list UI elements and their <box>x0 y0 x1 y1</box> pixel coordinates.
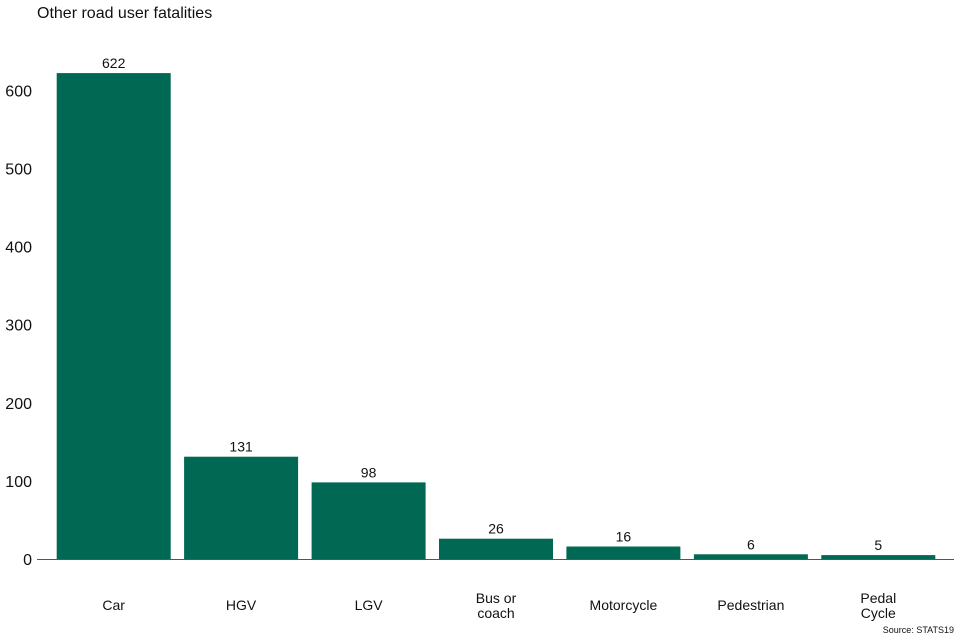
y-tick-label: 0 <box>23 552 32 569</box>
y-tick-label: 500 <box>5 161 32 178</box>
x-tick-label: Car <box>102 597 125 613</box>
bar <box>56 73 171 559</box>
bar <box>566 546 681 559</box>
y-axis: 0 100 200 300 400 500 600 <box>5 83 32 569</box>
data-label: 622 <box>102 55 126 71</box>
data-label: 5 <box>874 537 882 553</box>
data-label: 131 <box>229 439 253 455</box>
bar <box>439 538 553 559</box>
data-label: 26 <box>488 521 504 537</box>
y-tick-label: 600 <box>5 83 32 100</box>
data-labels: 622 131 98 26 16 6 5 <box>102 55 882 553</box>
data-label: 6 <box>747 536 755 552</box>
bar <box>821 555 936 559</box>
y-tick-label: 400 <box>5 240 32 257</box>
x-tick-label: Cycle <box>861 605 896 621</box>
bar <box>311 482 426 559</box>
x-tick-label: Pedal <box>860 590 896 606</box>
bars <box>56 73 936 559</box>
y-tick-label: 100 <box>5 474 32 491</box>
data-label: 16 <box>616 529 632 545</box>
x-tick-label: HGV <box>226 597 257 613</box>
x-tick-label: Bus or <box>476 590 517 606</box>
source-note: Source: STATS19 <box>883 625 954 635</box>
x-tick-label: Motorcycle <box>590 597 658 613</box>
data-label: 98 <box>361 464 377 480</box>
x-tick-label: LGV <box>355 597 384 613</box>
y-tick-label: 200 <box>5 396 32 413</box>
chart-title: Other road user fatalities <box>37 5 212 22</box>
y-tick-label: 300 <box>5 318 32 335</box>
x-tick-label: Pedestrian <box>717 597 784 613</box>
x-tick-label: coach <box>477 605 514 621</box>
bar <box>184 456 299 559</box>
bar <box>693 554 808 559</box>
